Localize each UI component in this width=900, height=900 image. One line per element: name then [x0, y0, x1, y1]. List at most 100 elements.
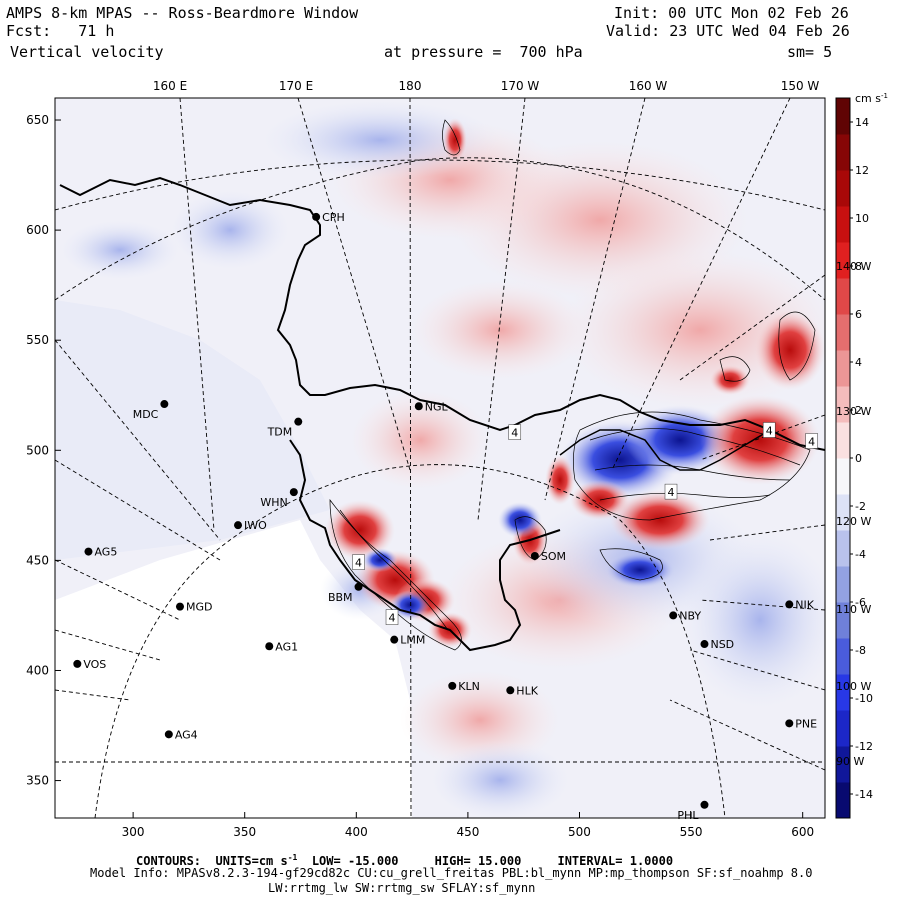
- colorbar-label: 4: [855, 356, 862, 369]
- station-marker[interactable]: [506, 686, 515, 695]
- station-label: NSD: [710, 638, 734, 651]
- colorbar-swatch: [836, 206, 850, 243]
- init-time: Init: 00 UTC Mon 02 Feb 26: [614, 4, 849, 22]
- station-marker[interactable]: [530, 551, 539, 560]
- station-marker[interactable]: [294, 417, 303, 426]
- station-marker[interactable]: [160, 400, 169, 409]
- colorbar-swatch: [836, 494, 850, 531]
- station-marker[interactable]: [414, 402, 423, 411]
- longitude-label-top: 150 W: [781, 79, 820, 93]
- station-label: VOS: [83, 658, 106, 671]
- contour-label-box: [385, 609, 399, 625]
- longitude-labels-right: 140 W 130 W 120 W 110 W 100 W 90 W: [836, 260, 871, 768]
- station-marker[interactable]: [700, 800, 709, 809]
- station-marker[interactable]: [175, 602, 184, 611]
- colorbar-swatch: [836, 386, 850, 423]
- colorbar-units: cm s-1: [855, 92, 888, 105]
- colorbar-swatch: [836, 134, 850, 171]
- colorbar-swatch: [836, 170, 850, 207]
- y-tick-label: 600: [26, 223, 49, 237]
- station-marker[interactable]: [234, 521, 243, 530]
- longitude-labels-top: 160 E 170 E 180 170 W 160 W 150 W: [153, 79, 820, 93]
- station-label: MDC: [133, 408, 159, 421]
- meridian-100w: [689, 649, 825, 691]
- pressure-level: at pressure = 700 hPa: [384, 43, 583, 61]
- station-marker[interactable]: [354, 582, 363, 591]
- colorbar-swatch: [836, 566, 850, 603]
- x-tick-label: 300: [122, 825, 145, 839]
- y-axis: 650 600 550 500 450 400 350: [26, 113, 61, 788]
- colorbar-swatch: [836, 242, 850, 279]
- station-label: KLN: [458, 680, 480, 693]
- longitude-label-top: 180: [399, 79, 422, 93]
- map-title: AMPS 8-km MPAS -- Ross-Beardmore Window: [6, 4, 359, 22]
- station-marker[interactable]: [312, 212, 321, 221]
- colorbar-swatch: [836, 530, 850, 567]
- coastline: [59, 176, 825, 652]
- colorbar-label: 10: [855, 212, 869, 225]
- station-marker[interactable]: [785, 600, 794, 609]
- meridian-90w: [669, 699, 825, 771]
- station-label: PHL: [677, 809, 699, 822]
- station-label: NIK: [795, 598, 814, 611]
- contours-label: CONTOURS:: [136, 854, 202, 868]
- contour-high: HIGH= 15.000: [434, 854, 522, 868]
- station-marker[interactable]: [785, 719, 794, 728]
- station-label: NGL: [425, 400, 449, 413]
- meridian-150w: [611, 98, 791, 471]
- colorbar-swatch: [836, 782, 850, 819]
- station-label: MGD: [186, 601, 213, 614]
- contour-interval: INTERVAL= 1.0000: [557, 854, 674, 868]
- parallel-70s: [55, 159, 825, 211]
- y-tick-label: 400: [26, 663, 49, 677]
- x-tick-label: 450: [456, 825, 479, 839]
- contour-label-box: [762, 422, 776, 438]
- colorbar-swatch: [836, 602, 850, 639]
- parallel-75s: [55, 157, 825, 301]
- station-marker[interactable]: [265, 642, 274, 651]
- colorbar-label: -14: [855, 788, 873, 801]
- contour-label: 4: [511, 427, 518, 440]
- meridian-130e: [55, 559, 181, 621]
- station-marker[interactable]: [84, 547, 93, 556]
- x-axis: 300 350 400 450 500 550 600: [122, 812, 814, 839]
- x-tick-label: 600: [791, 825, 814, 839]
- colorbar-swatch: [836, 458, 850, 495]
- colorbar-swatch: [836, 638, 850, 675]
- longitude-label-right: 140 W: [836, 260, 871, 273]
- station-marker[interactable]: [700, 640, 709, 649]
- station-marker[interactable]: [448, 681, 457, 690]
- meridian-170e: [297, 98, 411, 471]
- colorbar-swatch: [836, 710, 850, 747]
- colorbar-label: 2: [855, 404, 862, 417]
- contour-label: 4: [389, 612, 396, 625]
- forecast-hour: Fcst: 71 h: [6, 22, 114, 40]
- station-marker[interactable]: [289, 488, 298, 497]
- graticule: [55, 98, 825, 818]
- station-marker[interactable]: [164, 730, 173, 739]
- longitude-label-top: 160 W: [629, 79, 668, 93]
- colorbar-label: 6: [855, 308, 862, 321]
- colorbar-swatch: [836, 422, 850, 459]
- contour-label-box: [664, 483, 678, 500]
- y-tick-label: 550: [26, 333, 49, 347]
- colorbar-swatch: [836, 350, 850, 387]
- meridian-170w: [477, 98, 526, 521]
- longitude-label-right: 100 W: [836, 680, 871, 693]
- station-label: PNE: [795, 717, 817, 730]
- colorbar-frame: [835, 97, 851, 819]
- meridian-120e: [55, 629, 161, 661]
- station-label: AG5: [94, 546, 117, 559]
- station-marker[interactable]: [669, 611, 678, 620]
- marie-byrd-coast: [559, 429, 771, 471]
- station-label: SOM: [541, 550, 566, 563]
- contour-label: 4: [668, 486, 675, 499]
- longitude-label-top: 170 E: [279, 79, 313, 93]
- meridian-130w: [699, 414, 825, 461]
- contour-info: CONTOURS: UNITS=cm s-1 LOW= -15.000 HIGH…: [136, 851, 673, 868]
- station-label: BBM: [328, 591, 353, 604]
- station-marker[interactable]: [390, 635, 399, 644]
- y-tick-label: 650: [26, 113, 49, 127]
- longitude-label-right: 120 W: [836, 515, 871, 528]
- station-marker[interactable]: [73, 659, 82, 668]
